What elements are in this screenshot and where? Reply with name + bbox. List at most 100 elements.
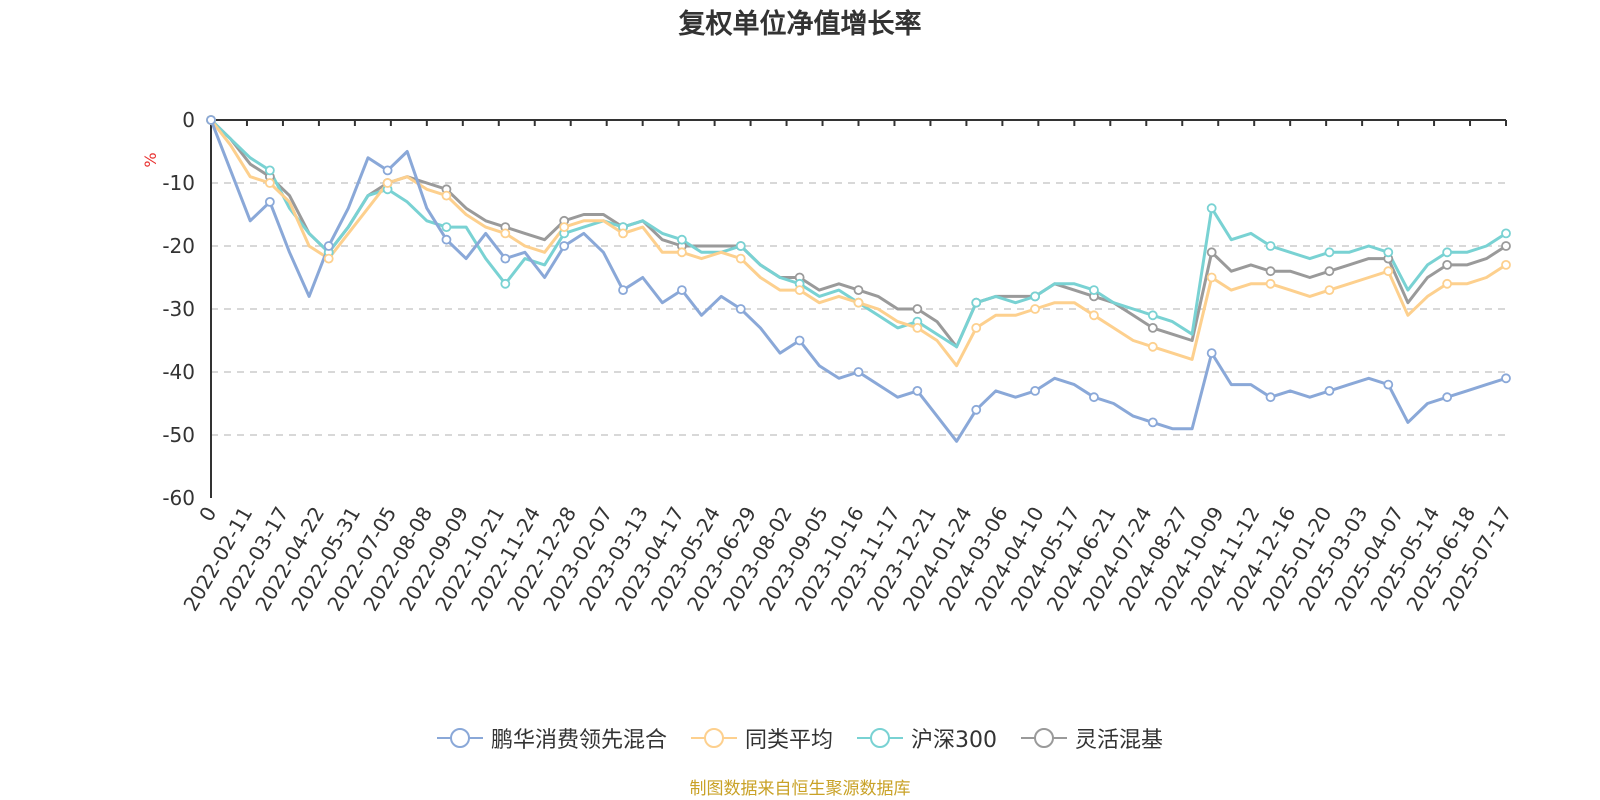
grid-lines — [211, 182, 1506, 436]
legend-label: 鹏华消费领先混合 — [490, 728, 667, 753]
y-tick-label: -30 — [162, 297, 195, 321]
data-point — [1147, 322, 1158, 333]
data-point — [1030, 304, 1040, 314]
y-tick-label: -60 — [162, 486, 195, 510]
data-point — [1089, 285, 1099, 296]
data-point — [1501, 259, 1511, 270]
data-point — [971, 404, 982, 415]
data-point — [500, 253, 511, 264]
data-point — [1383, 247, 1394, 258]
legend-item[interactable]: 灵活混基 — [1021, 722, 1163, 754]
data-point — [912, 385, 923, 396]
data-point — [677, 234, 687, 245]
legend-item[interactable]: 同类平均 — [690, 722, 833, 754]
data-point — [1265, 241, 1276, 251]
legend-swatch-marker — [703, 728, 724, 748]
data-point — [912, 322, 923, 333]
data-point — [735, 253, 746, 264]
data-point — [1324, 285, 1335, 296]
data-point — [618, 285, 628, 296]
legend-swatch-marker — [449, 728, 470, 748]
data-point — [794, 285, 805, 296]
data-point — [559, 241, 570, 251]
data-point — [264, 178, 275, 188]
data-point — [1265, 392, 1276, 403]
data-point — [1383, 266, 1394, 277]
data-point — [1147, 341, 1158, 352]
data-point — [1501, 228, 1511, 239]
data-point — [1265, 278, 1276, 289]
data-point — [618, 228, 628, 239]
data-point — [1206, 272, 1217, 283]
y-tick-label: -10 — [162, 171, 195, 195]
source-note: 制图数据来自恒生聚源数据库 — [689, 779, 911, 799]
y-tick-label: -40 — [162, 360, 195, 384]
data-point — [323, 241, 334, 251]
data-point — [1442, 392, 1453, 403]
data-point — [264, 165, 275, 176]
data-point — [735, 241, 746, 251]
y-tick-label: -20 — [162, 234, 195, 258]
data-point — [794, 335, 805, 346]
data-point — [441, 234, 452, 245]
data-point — [559, 222, 570, 233]
legend-swatch — [690, 728, 737, 748]
data-point — [1501, 373, 1511, 384]
legend-swatch — [436, 728, 483, 748]
legend-item[interactable]: 鹏华消费领先混合 — [436, 722, 667, 754]
data-point — [1030, 385, 1040, 396]
data-point — [206, 115, 216, 125]
data-point — [1206, 348, 1217, 359]
data-point — [1265, 266, 1276, 277]
data-point — [1089, 310, 1099, 321]
y-tick-label: 0 — [182, 108, 195, 132]
data-point — [500, 278, 511, 289]
data-point — [323, 253, 334, 264]
data-point — [441, 222, 452, 233]
data-point — [441, 190, 452, 201]
series-line-0 — [209, 119, 1507, 443]
data-point — [1324, 247, 1335, 258]
data-point — [971, 297, 982, 308]
data-point — [853, 297, 864, 308]
series-line-1 — [209, 119, 1507, 368]
legend-swatch-marker — [1034, 728, 1054, 748]
data-point — [1442, 247, 1453, 258]
data-point — [677, 247, 687, 258]
data-point — [912, 304, 923, 314]
axes: 0-10-20-30-40-50-6002022-02-112022-03-17… — [162, 108, 1516, 615]
data-point — [1501, 241, 1511, 251]
data-point — [853, 367, 864, 377]
data-point — [1324, 266, 1335, 277]
legend-swatch — [1021, 728, 1067, 748]
legend-item[interactable]: 沪深300 — [857, 722, 997, 754]
series-lines — [209, 118, 1507, 443]
data-point — [1442, 278, 1453, 289]
y-tick-label: -50 — [162, 423, 195, 447]
legend: 鹏华消费领先混合 同类平均 沪深300 灵活混基 — [0, 722, 1600, 754]
x-tick-label: 0 — [194, 503, 221, 526]
data-point — [1147, 417, 1158, 428]
data-point — [382, 178, 393, 188]
data-point — [382, 165, 393, 176]
data-point — [735, 304, 746, 314]
legend-label: 沪深300 — [911, 728, 997, 753]
data-point — [853, 285, 864, 296]
y-axis-unit: % — [141, 152, 160, 167]
legend-label: 灵活混基 — [1075, 728, 1164, 753]
data-point — [1324, 385, 1335, 396]
data-point — [677, 285, 687, 296]
data-point — [1206, 203, 1217, 214]
data-point — [971, 322, 982, 333]
data-point — [1030, 291, 1040, 302]
series-markers — [206, 115, 1511, 428]
data-point — [1089, 392, 1099, 403]
legend-swatch — [857, 728, 903, 748]
data-point — [1206, 247, 1217, 258]
legend-swatch-marker — [870, 728, 890, 748]
data-point — [264, 196, 275, 207]
data-point — [500, 228, 511, 239]
data-point — [1383, 379, 1394, 390]
legend-label: 同类平均 — [744, 728, 833, 753]
